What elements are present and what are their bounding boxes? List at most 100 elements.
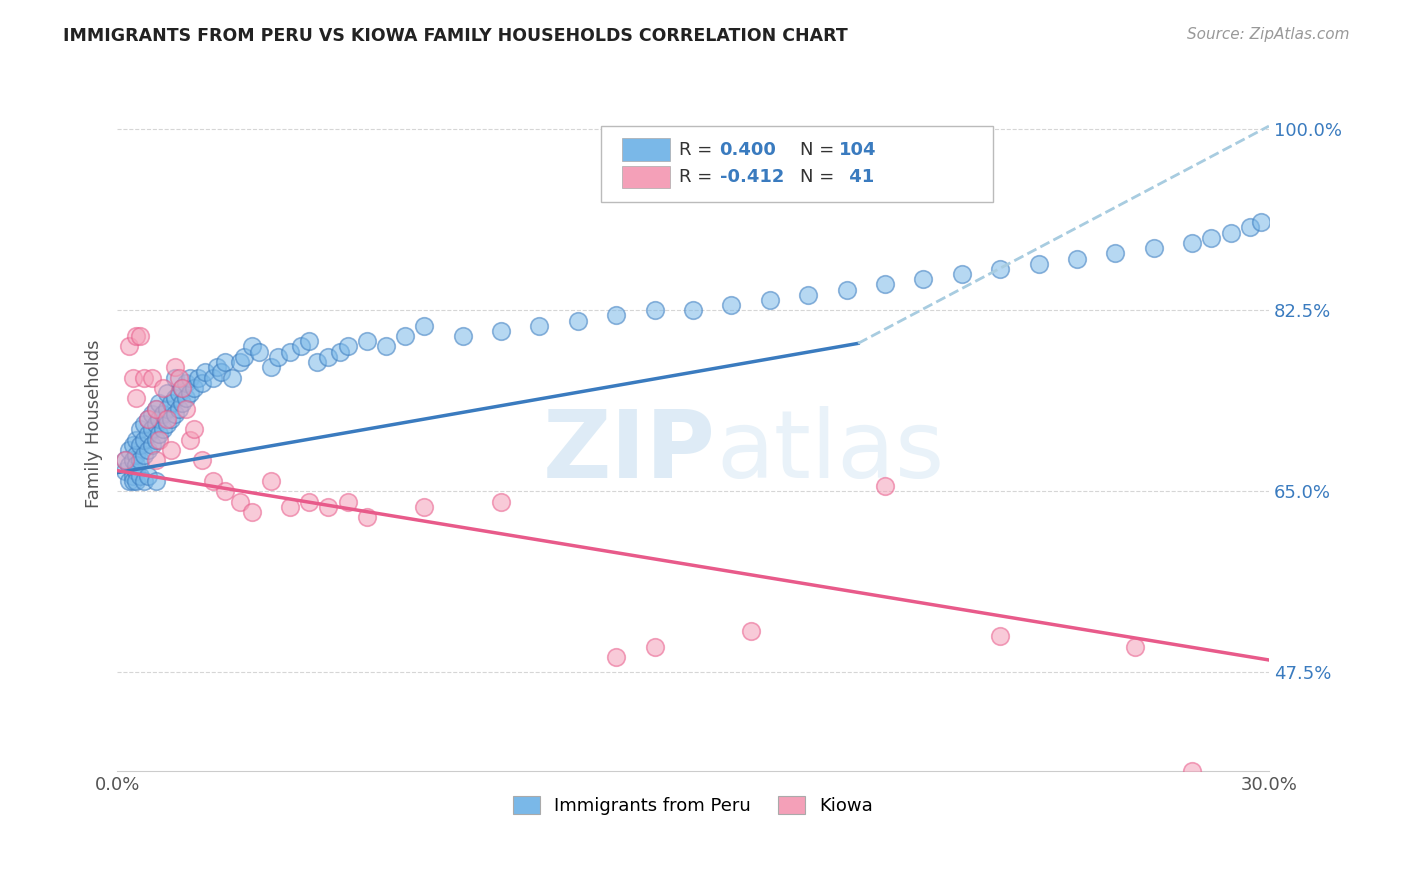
Text: 104: 104 xyxy=(839,141,877,159)
Point xyxy=(174,376,197,390)
Point xyxy=(835,283,858,297)
Point xyxy=(114,464,136,478)
Text: atlas: atlas xyxy=(716,406,945,498)
Point xyxy=(1250,215,1272,229)
Point xyxy=(125,458,148,473)
Point xyxy=(179,433,201,447)
Point xyxy=(132,448,155,462)
Point xyxy=(145,474,167,488)
Point xyxy=(1181,235,1204,250)
Point xyxy=(145,433,167,447)
Point xyxy=(179,370,201,384)
Point xyxy=(567,313,589,327)
Point xyxy=(413,318,436,333)
Point xyxy=(141,422,163,436)
Point xyxy=(132,433,155,447)
Point xyxy=(114,453,136,467)
Point xyxy=(260,360,283,375)
Point xyxy=(1028,257,1050,271)
Point xyxy=(873,479,896,493)
Point xyxy=(145,417,167,431)
Point xyxy=(132,417,155,431)
Point xyxy=(125,329,148,343)
Point xyxy=(1201,231,1223,245)
Point xyxy=(156,412,179,426)
Point xyxy=(1239,220,1261,235)
Point xyxy=(163,407,186,421)
Point xyxy=(172,396,194,410)
Point xyxy=(797,287,820,301)
Point xyxy=(209,365,232,379)
Point xyxy=(129,329,152,343)
Text: -0.412: -0.412 xyxy=(720,169,785,186)
Point xyxy=(240,339,263,353)
Point xyxy=(121,438,143,452)
Point xyxy=(152,422,174,436)
Point xyxy=(318,500,340,514)
Point xyxy=(644,303,666,318)
Point xyxy=(174,401,197,416)
Point xyxy=(129,422,152,436)
Point xyxy=(163,370,186,384)
Point xyxy=(156,417,179,431)
Point xyxy=(298,334,321,349)
Point xyxy=(167,370,190,384)
Point xyxy=(605,309,627,323)
Point xyxy=(141,370,163,384)
Point xyxy=(156,386,179,401)
Point xyxy=(451,329,474,343)
Point xyxy=(1104,246,1126,260)
Point xyxy=(129,438,152,452)
Point xyxy=(190,376,212,390)
Point xyxy=(190,453,212,467)
Y-axis label: Family Households: Family Households xyxy=(86,340,103,508)
Point xyxy=(489,494,512,508)
Point xyxy=(1219,226,1241,240)
Point xyxy=(125,391,148,405)
Point xyxy=(214,355,236,369)
Point xyxy=(114,453,136,467)
Point xyxy=(988,629,1011,643)
Point xyxy=(720,298,742,312)
Point xyxy=(229,355,252,369)
Legend: Immigrants from Peru, Kiowa: Immigrants from Peru, Kiowa xyxy=(503,787,883,824)
Point xyxy=(529,318,551,333)
Point xyxy=(152,407,174,421)
Point xyxy=(202,370,225,384)
Point xyxy=(141,407,163,421)
Text: R =: R = xyxy=(679,169,718,186)
Point xyxy=(759,293,782,307)
Point xyxy=(394,329,416,343)
Point xyxy=(214,484,236,499)
Point xyxy=(121,370,143,384)
Point xyxy=(148,412,170,426)
Point xyxy=(988,261,1011,276)
Point xyxy=(247,344,270,359)
FancyBboxPatch shape xyxy=(600,126,993,202)
Point xyxy=(148,396,170,410)
Point xyxy=(1181,764,1204,778)
Point xyxy=(240,505,263,519)
Point xyxy=(118,458,141,473)
Point xyxy=(305,355,328,369)
Text: Source: ZipAtlas.com: Source: ZipAtlas.com xyxy=(1187,27,1350,42)
Point xyxy=(132,474,155,488)
Point xyxy=(121,474,143,488)
Point xyxy=(136,468,159,483)
Point xyxy=(187,370,209,384)
Point xyxy=(1143,241,1166,255)
Point xyxy=(298,494,321,508)
Point xyxy=(172,381,194,395)
Point xyxy=(148,433,170,447)
Point xyxy=(160,442,183,457)
Point xyxy=(356,510,378,524)
Point xyxy=(132,370,155,384)
Point xyxy=(912,272,935,286)
FancyBboxPatch shape xyxy=(621,138,671,161)
Point xyxy=(167,386,190,401)
Point xyxy=(174,391,197,405)
Point xyxy=(125,474,148,488)
Text: 0.400: 0.400 xyxy=(720,141,776,159)
Point xyxy=(232,350,254,364)
Point xyxy=(125,433,148,447)
